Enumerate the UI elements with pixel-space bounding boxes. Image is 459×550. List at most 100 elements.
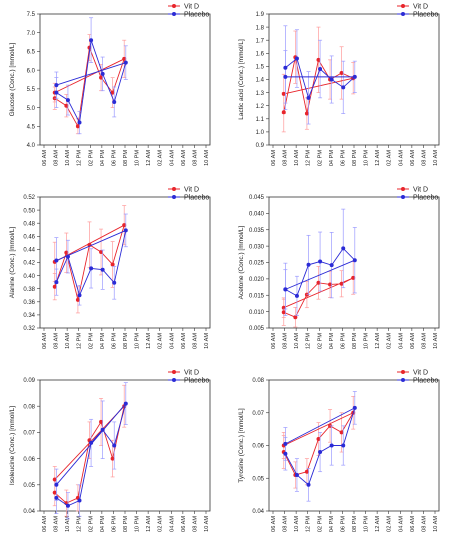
data-point bbox=[77, 293, 82, 298]
x-tick-label: 10 AM bbox=[65, 516, 71, 532]
data-point bbox=[341, 246, 346, 251]
x-tick-label: 08 PM bbox=[352, 516, 358, 533]
legend-label-placebo: Placebo bbox=[184, 12, 209, 19]
y-tick-label: 1.4 bbox=[256, 78, 265, 84]
x-tick-label: 08 AM bbox=[192, 150, 198, 166]
y-tick-label: 0.04 bbox=[23, 509, 35, 515]
data-point bbox=[294, 293, 299, 298]
legend-label-placebo: Placebo bbox=[413, 195, 438, 202]
y-tick-label: 0.38 bbox=[23, 287, 35, 293]
data-point bbox=[293, 315, 298, 320]
x-tick-label: 06 PM bbox=[340, 333, 346, 350]
y-tick-label: 0.05 bbox=[23, 483, 35, 489]
data-point bbox=[52, 490, 57, 495]
x-tick-label: 06 AM bbox=[410, 333, 416, 349]
x-tick-label: 04 AM bbox=[398, 333, 404, 349]
data-point bbox=[304, 469, 309, 474]
y-axis-label: Glucose (Conc.) [mmol/L] bbox=[9, 42, 16, 116]
x-tick-label: 12 AM bbox=[146, 516, 152, 532]
lactic-acid-chart: 0.9 1.0 1.1 1.2 1.3 1.4 1.5 1.6 1.7 1.8 1.9 06 AM 08… bbox=[229, 0, 458, 183]
data-point bbox=[77, 498, 82, 503]
legend-swatch-marker bbox=[401, 378, 405, 382]
y-tick-label: 5.0 bbox=[27, 106, 36, 112]
data-point bbox=[283, 441, 288, 446]
y-tick-label: 0.07 bbox=[252, 411, 264, 417]
legend-label-vitd: Vit D bbox=[413, 187, 428, 194]
data-point bbox=[122, 56, 127, 61]
x-tick-label: 10 PM bbox=[135, 516, 141, 533]
series-line bbox=[284, 406, 356, 486]
x-tick-label: 10 AM bbox=[433, 333, 439, 349]
x-tick-label: 02 PM bbox=[88, 333, 94, 350]
x-tick-label: 08 PM bbox=[123, 333, 129, 350]
data-point bbox=[89, 38, 94, 43]
data-point bbox=[54, 90, 59, 95]
x-tick-label: 02 AM bbox=[158, 516, 164, 532]
data-point bbox=[316, 436, 321, 441]
data-point bbox=[54, 258, 59, 263]
y-tick-label: 1.2 bbox=[256, 104, 265, 110]
plot-frame bbox=[268, 196, 440, 329]
data-point bbox=[306, 262, 311, 267]
data-point bbox=[54, 482, 59, 487]
data-point bbox=[329, 263, 334, 268]
x-tick-label: 04 AM bbox=[169, 516, 175, 532]
y-tick-label: 0.52 bbox=[23, 195, 35, 201]
data-point bbox=[77, 120, 82, 125]
data-point bbox=[341, 85, 346, 90]
data-point bbox=[351, 275, 356, 280]
x-tick-label: 10 AM bbox=[294, 150, 300, 166]
y-tick-label: 1.6 bbox=[256, 52, 265, 58]
series-line bbox=[285, 57, 356, 100]
legend-label-vitd: Vit D bbox=[184, 187, 199, 194]
x-tick-label: 10 PM bbox=[364, 333, 370, 350]
x-tick-label: 06 AM bbox=[42, 516, 48, 532]
data-point bbox=[283, 451, 288, 456]
legend-swatch-marker bbox=[172, 378, 176, 382]
legend-label-placebo: Placebo bbox=[413, 378, 438, 385]
x-tick-label: 04 AM bbox=[398, 150, 404, 166]
legend-swatch-marker bbox=[172, 187, 176, 191]
y-tick-label: 7.0 bbox=[27, 31, 36, 37]
chart-svg: 0.04 0.05 0.06 0.07 0.08 06 AM 08 AM 10 AM 12 PM… bbox=[238, 370, 440, 533]
y-tick-label: 1.1 bbox=[256, 117, 265, 123]
y-tick-label: 1.3 bbox=[256, 91, 265, 97]
legend-label-vitd: Vit D bbox=[413, 370, 428, 377]
x-tick-label: 10 AM bbox=[294, 333, 300, 349]
y-axis-label: Lactic acid (Conc.) [mmol/L] bbox=[238, 39, 245, 120]
data-point bbox=[110, 456, 115, 461]
y-tick-label: 0.035 bbox=[249, 228, 265, 234]
x-tick-label: 10 AM bbox=[65, 333, 71, 349]
y-tick-label: 0.015 bbox=[249, 293, 265, 299]
data-point bbox=[329, 77, 334, 82]
x-tick-label: 04 AM bbox=[169, 333, 175, 349]
legend-swatch-marker bbox=[172, 370, 176, 374]
data-point bbox=[52, 284, 57, 289]
data-point bbox=[64, 103, 69, 108]
data-point bbox=[341, 443, 346, 448]
legend-label-vitd: Vit D bbox=[413, 4, 428, 11]
y-tick-label: 1.9 bbox=[256, 12, 265, 18]
x-tick-label: 12 AM bbox=[375, 333, 381, 349]
tyrosine-chart: 0.04 0.05 0.06 0.07 0.08 06 AM 08 AM 10 AM 12 PM… bbox=[229, 366, 458, 549]
data-point bbox=[318, 259, 323, 264]
y-tick-label: 0.44 bbox=[23, 248, 35, 254]
x-tick-label: 04 PM bbox=[329, 516, 335, 533]
x-tick-label: 06 PM bbox=[111, 516, 117, 533]
y-tick-label: 0.09 bbox=[23, 378, 35, 384]
x-tick-label: 02 AM bbox=[158, 150, 164, 166]
x-tick-label: 10 PM bbox=[364, 516, 370, 533]
data-point bbox=[75, 124, 80, 129]
data-point bbox=[316, 57, 321, 62]
y-tick-label: 0.34 bbox=[23, 313, 35, 319]
data-point bbox=[110, 262, 115, 267]
legend-swatch-marker bbox=[401, 4, 405, 8]
x-tick-label: 06 AM bbox=[181, 333, 187, 349]
data-point bbox=[306, 482, 311, 487]
data-point bbox=[65, 98, 70, 103]
x-tick-label: 02 AM bbox=[387, 333, 393, 349]
plot-frame bbox=[268, 379, 440, 512]
x-tick-label: 06 AM bbox=[42, 150, 48, 166]
x-tick-label: 08 AM bbox=[283, 516, 289, 532]
x-tick-label: 04 PM bbox=[329, 150, 335, 167]
